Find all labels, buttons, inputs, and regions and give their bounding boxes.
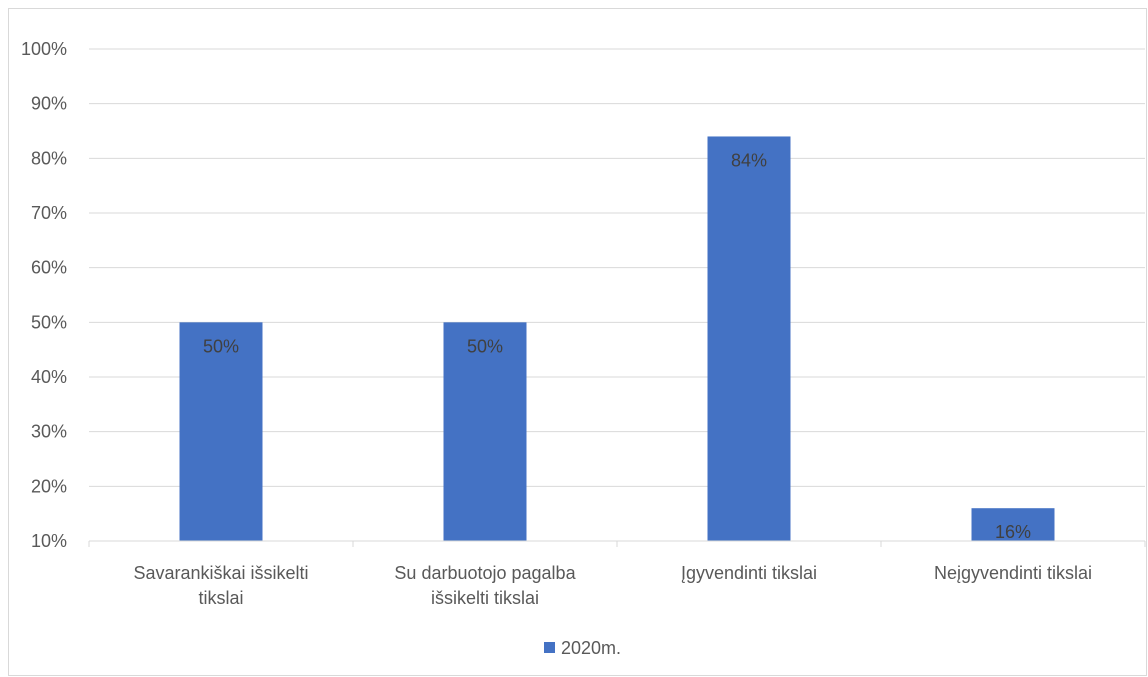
x-axis <box>88 540 1146 547</box>
data-labels: 50% 50% 84% 16% <box>203 150 1031 542</box>
y-tick-label: 90% <box>31 94 67 114</box>
bars <box>179 136 1055 541</box>
chart-frame: 10% 20% 30% 40% 50% 60% 70% 80% 90% 100% 50% 50% 84… <box>8 8 1147 676</box>
bar <box>443 322 527 541</box>
gridlines <box>89 48 1145 487</box>
data-label: 16% <box>995 522 1031 542</box>
bar <box>179 322 263 541</box>
x-category-label: Su darbuotojo pagalba <box>394 563 576 583</box>
y-tick-label: 30% <box>31 422 67 442</box>
y-tick-label: 20% <box>31 476 67 496</box>
x-category-label: Neįgyvendinti tikslai <box>934 563 1092 583</box>
y-tick-label: 80% <box>31 148 67 168</box>
y-tick-label: 100% <box>21 39 67 59</box>
x-category-label: Įgyvendinti tikslai <box>681 563 817 583</box>
bar <box>971 508 1055 541</box>
x-category-label: išsikelti tikslai <box>431 588 539 608</box>
data-label: 50% <box>467 336 503 356</box>
legend-label: 2020m. <box>561 638 621 658</box>
y-tick-label: 10% <box>31 531 67 551</box>
x-category-label: tikslai <box>198 588 243 608</box>
y-tick-label: 70% <box>31 203 67 223</box>
y-tick-label: 50% <box>31 312 67 332</box>
legend-swatch <box>544 642 555 653</box>
x-category-label: Savarankiškai išsikelti <box>133 563 308 583</box>
y-tick-label: 40% <box>31 367 67 387</box>
bar <box>707 136 791 541</box>
bar-chart: 10% 20% 30% 40% 50% 60% 70% 80% 90% 100% 50% 50% 84… <box>21 39 1146 658</box>
data-label: 50% <box>203 336 239 356</box>
data-label: 84% <box>731 150 767 170</box>
legend: 2020m. <box>544 638 621 658</box>
y-axis-ticks: 10% 20% 30% 40% 50% 60% 70% 80% 90% 100% <box>21 39 67 551</box>
x-axis-labels: Savarankiškai išsikelti tikslai Su darbuot… <box>133 563 1092 608</box>
y-tick-label: 60% <box>31 258 67 278</box>
